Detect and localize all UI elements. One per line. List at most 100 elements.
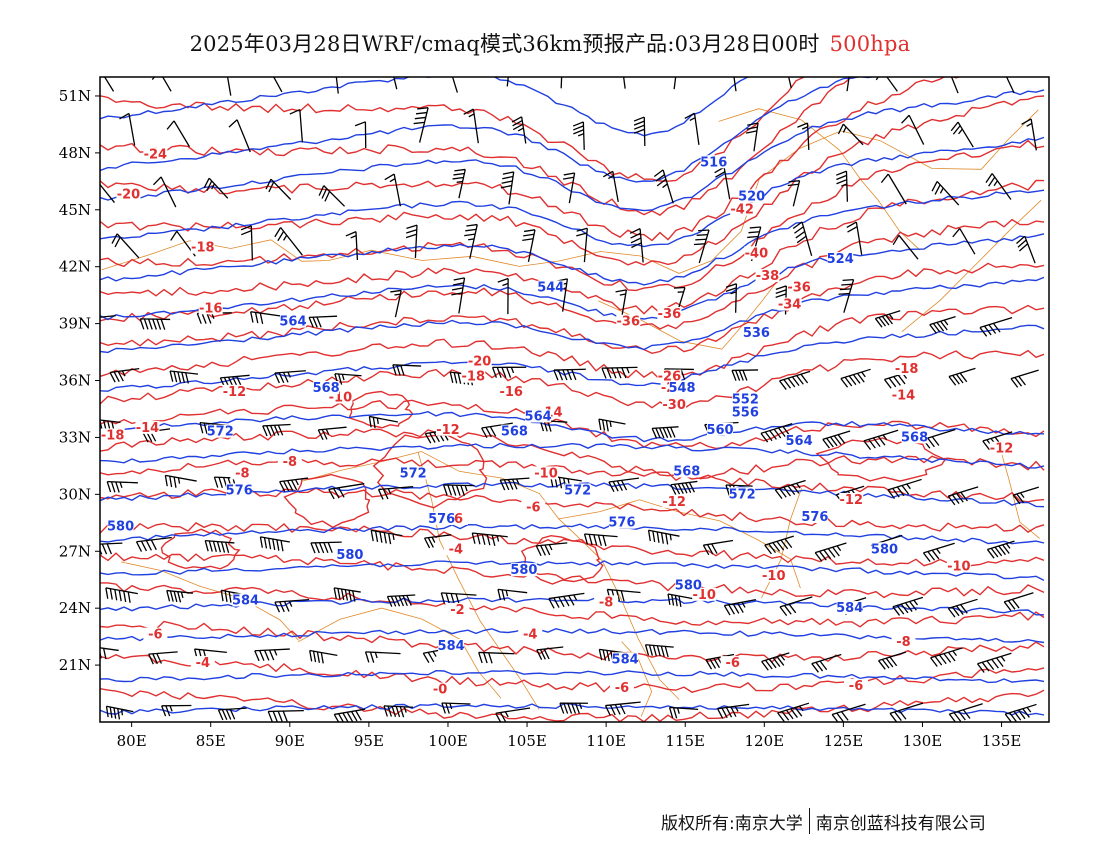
- wind-barb: [254, 648, 290, 662]
- height-contour: [100, 89, 1045, 212]
- temperature-label: -0: [433, 683, 447, 698]
- wind-barb: [274, 370, 306, 384]
- wind-barb: [139, 318, 171, 330]
- height-label: 564: [279, 315, 306, 330]
- height-label: 564: [525, 409, 552, 424]
- wind-barb: [368, 415, 399, 429]
- lon-tick-label: 85E: [196, 732, 226, 750]
- label-bg: [946, 559, 971, 573]
- temperature-contour: [100, 77, 962, 242]
- label-bg: [438, 639, 465, 653]
- wind-barb: [760, 423, 793, 443]
- temperature-label: -16: [499, 385, 523, 400]
- temperature-contours: [100, 77, 1045, 722]
- wind-barb: [100, 542, 123, 555]
- temperature-contour: [372, 434, 488, 509]
- temperature-contour: [100, 688, 1045, 722]
- wind-barb: [725, 283, 738, 313]
- height-label: 584: [836, 601, 863, 616]
- temperature-label: -14: [892, 389, 916, 404]
- label-bg: [662, 494, 687, 508]
- temperature-contour: [100, 77, 853, 216]
- wind-barb: [309, 649, 338, 664]
- wind-barb: [779, 596, 813, 617]
- label-bg: [510, 563, 537, 577]
- label-bg: [891, 388, 916, 402]
- temperature-label: -10: [534, 466, 558, 481]
- wind-barb: [693, 229, 710, 264]
- temperature-label: -6: [615, 681, 629, 696]
- wind-barb: [166, 120, 191, 148]
- height-label: 576: [801, 510, 828, 525]
- height-label: 536: [743, 326, 770, 341]
- temperature-label: -12: [840, 493, 864, 508]
- wind-barb: [548, 592, 585, 609]
- temperature-label: -18: [101, 428, 125, 443]
- contour-labels: -24-20-18-16-12 -10-14-18-8-8-6-6-4-2-4-4…: [100, 147, 1014, 698]
- temperature-contour: [100, 139, 1045, 292]
- temperature-label: -6: [725, 656, 739, 671]
- wind-barb: [442, 484, 475, 496]
- wind-barb: [148, 651, 178, 665]
- wind-barb: [228, 119, 251, 153]
- height-label: 564: [786, 434, 813, 449]
- temperature-label: -18: [191, 241, 215, 256]
- wind-barb: [111, 233, 140, 259]
- wind-barb: [413, 107, 429, 143]
- wind-barb: [393, 77, 398, 90]
- temperature-label: -6: [849, 679, 863, 694]
- height-label: 568: [313, 381, 340, 396]
- wind-barb: [491, 366, 527, 378]
- label-bg: [222, 384, 247, 398]
- wind-barb: [572, 121, 585, 150]
- label-bg: [518, 627, 543, 641]
- height-label: 576: [428, 512, 455, 527]
- label-bg: [616, 314, 641, 328]
- label-bg: [836, 601, 863, 615]
- label-bg: [499, 384, 524, 398]
- wind-barb: [929, 316, 956, 334]
- height-label: 572: [207, 425, 234, 440]
- wind-barb: [583, 533, 618, 547]
- label-bg: [428, 682, 453, 696]
- lat-tick-label: 27N: [59, 542, 91, 560]
- wind-barb: [279, 477, 309, 492]
- wind-barb: [364, 651, 401, 663]
- height-label: 556: [732, 406, 759, 421]
- temperature-label: -24: [144, 148, 168, 163]
- wind-barb: [506, 77, 509, 87]
- height-label: 572: [564, 483, 591, 498]
- wind-barb: [308, 315, 338, 328]
- wind-barb: [878, 651, 906, 670]
- wind-barb: [651, 426, 679, 439]
- wind-barb: [1010, 369, 1039, 388]
- wind-barb: [608, 477, 640, 493]
- lat-tick-label: 36N: [59, 372, 91, 390]
- footer: 版权所有:南京大学 南京创蓝科技有限公司: [661, 808, 986, 834]
- label-bg: [732, 392, 759, 406]
- wind-barb: [481, 422, 513, 438]
- wind-barb: [560, 77, 563, 89]
- wind-barb: [633, 116, 646, 147]
- wind-barb: [553, 368, 586, 381]
- label-bg: [612, 652, 639, 666]
- label-bg: [207, 424, 234, 438]
- temperature-contour: [100, 95, 1045, 266]
- wind-barb: [717, 703, 750, 719]
- wind-barb: [310, 541, 342, 554]
- lat-tick-label: 51N: [59, 87, 91, 105]
- label-bg: [700, 155, 727, 169]
- height-contour: [100, 669, 1045, 684]
- label-bg: [100, 428, 125, 442]
- wind-barb: [887, 478, 922, 500]
- footer-copyright: 版权所有:南京大学: [661, 813, 803, 834]
- wind-barb: [240, 225, 254, 261]
- wind-barb: [333, 708, 366, 722]
- wind-barb: [451, 277, 466, 314]
- wind-barb: [289, 108, 304, 143]
- wind-barb: [947, 598, 978, 618]
- map-title: 2025年03月28日WRF/cmaq模式36km预报产品:03月28日00时 5…: [0, 28, 1100, 58]
- wind-barb: [333, 587, 361, 602]
- plot-area: [100, 77, 1049, 722]
- label-bg: [673, 464, 700, 478]
